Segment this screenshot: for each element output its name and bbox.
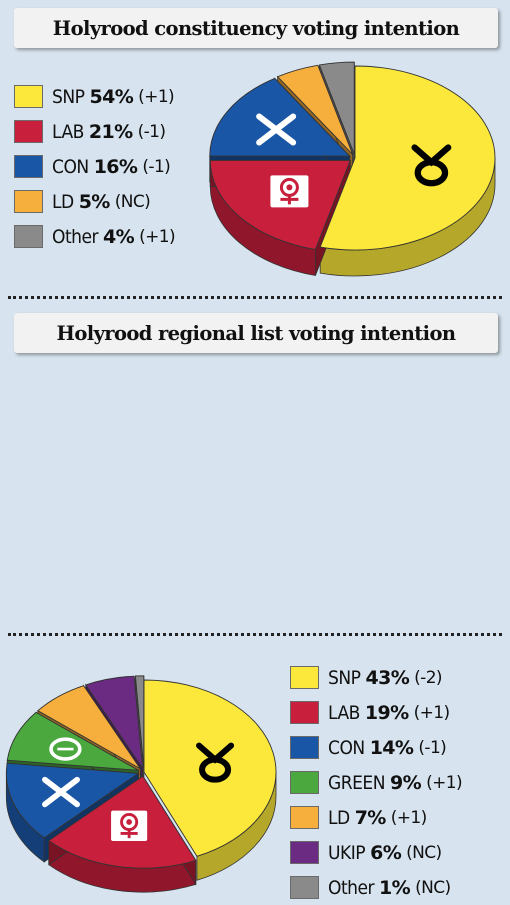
- legend-change: (+1): [138, 86, 175, 107]
- legend-swatch: [290, 736, 319, 759]
- regional-list-panel: Holyrood regional list voting intention …: [0, 305, 510, 899]
- legend-change: (-1): [137, 121, 166, 142]
- legend-swatch: [290, 841, 319, 864]
- chart-title: Holyrood constituency voting intention: [52, 16, 460, 40]
- pie-tops: [209, 61, 496, 251]
- chart-title-box: Holyrood constituency voting intention: [14, 8, 498, 48]
- legend-change: (NC): [406, 842, 442, 863]
- legend-percentage: 21%: [88, 120, 133, 143]
- chart-title: Holyrood regional list voting intention: [56, 321, 457, 345]
- legend-item-snp: SNP 43% (-2): [290, 660, 462, 695]
- legend-swatch: [14, 155, 43, 178]
- legend-percentage: 9%: [390, 771, 422, 794]
- legend-swatch: [290, 701, 319, 724]
- legend-swatch: [14, 120, 43, 143]
- legend-party: GREEN: [328, 771, 386, 794]
- legend-change: (+1): [139, 226, 176, 247]
- legend-change: (-1): [142, 156, 171, 177]
- pie-chart-regional-list: [5, 675, 277, 893]
- legend-change: (+1): [413, 702, 451, 723]
- pie-slice-ld: [276, 64, 354, 155]
- legend-item-snp: SNP 54% (+1): [14, 79, 175, 114]
- snp-logo-icon: [411, 144, 452, 187]
- legend-swatch: [290, 771, 319, 794]
- chart-title-box: Holyrood regional list voting intention: [14, 313, 498, 353]
- legend-item-con: CON 16% (-1): [14, 149, 175, 184]
- legend-party: LAB: [52, 120, 84, 143]
- legend-change: (NC): [114, 191, 151, 212]
- legend-party: Other: [328, 876, 375, 899]
- legend-item-con: CON 14% (-1): [290, 730, 462, 765]
- labour-rose-icon: [111, 810, 148, 841]
- conservative-cross-icon: [256, 113, 297, 146]
- legend-party: SNP: [52, 85, 85, 108]
- legend-item-lab: LAB 21% (-1): [14, 114, 175, 149]
- labour-rose-icon: [270, 175, 309, 208]
- constituency-panel: Holyrood constituency voting intention S…: [0, 0, 510, 290]
- legend-percentage: 54%: [89, 85, 134, 108]
- legend-percentage: 43%: [365, 666, 410, 689]
- legend-party: UKIP: [328, 841, 366, 864]
- legend-percentage: 19%: [364, 701, 409, 724]
- pie-slice-other: [318, 61, 355, 155]
- legend-party: CON: [328, 736, 365, 759]
- legend-party: SNP: [328, 666, 361, 689]
- pie-slice-snp: [319, 65, 496, 251]
- legend-change: (+1): [390, 807, 428, 828]
- legend-swatch: [290, 806, 319, 829]
- legend-swatch: [14, 190, 43, 213]
- legend-change: (-1): [418, 737, 447, 758]
- legend-item-ukip: UKIP 6% (NC): [290, 835, 462, 870]
- legend-item-other: Other 1% (NC): [290, 870, 462, 905]
- legend-item-green: GREEN 9% (+1): [290, 765, 463, 800]
- legend-swatch: [290, 666, 319, 689]
- legend-swatch: [290, 876, 319, 899]
- legend-percentage: 14%: [369, 736, 414, 759]
- legend: SNP 54% (+1) LAB 21% (-1) CON 16% (-1) LD 5% (NC) Ot…: [14, 79, 176, 254]
- legend-item-lab: LAB 19% (+1): [290, 695, 462, 730]
- section-divider: [8, 296, 502, 299]
- legend-percentage: 16%: [93, 155, 138, 178]
- legend-party: CON: [52, 155, 89, 178]
- legend-party: Other: [52, 225, 99, 248]
- legend-change: (-2): [414, 667, 442, 688]
- pie-slice-con: [209, 77, 351, 157]
- legend-party: LD: [52, 190, 74, 213]
- legend-item-ld: LD 7% (+1): [290, 800, 462, 835]
- legend-party: LD: [328, 806, 350, 829]
- legend-swatch: [14, 225, 43, 248]
- legend-percentage: 5%: [78, 190, 111, 213]
- legend-percentage: 1%: [379, 876, 411, 899]
- legend-percentage: 4%: [103, 225, 135, 248]
- legend-change: (+1): [426, 772, 463, 793]
- legend-item-other: Other 4% (+1): [14, 219, 176, 254]
- legend-swatch: [14, 85, 43, 108]
- legend-party: LAB: [328, 701, 360, 724]
- legend-item-ld: LD 5% (NC): [14, 184, 175, 219]
- pie-chart-constituency: [209, 61, 496, 277]
- legend-percentage: 7%: [354, 806, 387, 829]
- legend: SNP 43% (-2) LAB 19% (+1) CON 14% (-1) GREEN 9% (+1…: [290, 660, 463, 905]
- legend-change: (NC): [415, 877, 451, 898]
- legend-percentage: 6%: [370, 841, 402, 864]
- section-divider: [8, 633, 502, 636]
